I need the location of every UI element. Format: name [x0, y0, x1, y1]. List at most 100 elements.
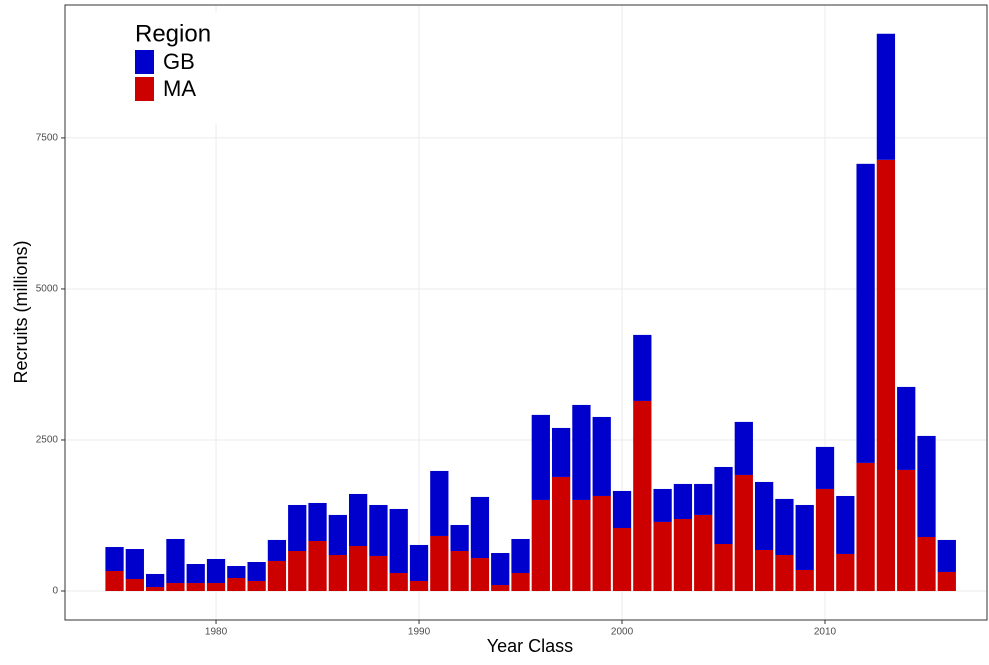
bar-segment — [105, 547, 124, 572]
bar-segment — [856, 462, 875, 592]
bar-segment — [531, 499, 550, 592]
bar-segment — [633, 400, 652, 592]
bar-segment — [328, 514, 347, 555]
bar-segment — [531, 414, 550, 500]
x-tick-label: 1980 — [205, 627, 228, 638]
bar-segment — [876, 33, 896, 160]
bar-segment — [105, 571, 124, 592]
bar-segment — [227, 565, 246, 579]
bar-segment — [754, 481, 774, 550]
bar-segment — [917, 536, 936, 592]
bar-segment — [389, 508, 408, 573]
bar-segment — [288, 551, 307, 592]
bar-segment — [409, 580, 429, 592]
bar-segment — [836, 553, 855, 592]
bar-segment — [551, 427, 571, 477]
bar-segment — [267, 539, 287, 561]
y-tick-label: 5000 — [36, 284, 59, 295]
bar-segment — [612, 527, 632, 592]
bar-segment — [166, 583, 185, 592]
y-axis-title: Recruits (millions) — [11, 240, 31, 383]
bar-segment — [308, 502, 327, 541]
bar-segment — [389, 572, 408, 592]
bar-segment — [714, 466, 733, 545]
bar-segment — [653, 488, 672, 522]
bar-segment — [308, 540, 327, 592]
bar-segment — [491, 553, 510, 586]
bar-segment — [491, 585, 510, 592]
bar-segment — [734, 421, 753, 475]
bar-segment — [430, 470, 449, 536]
bar-segment — [206, 558, 226, 584]
legend-key — [135, 50, 154, 74]
bar-segment — [795, 504, 814, 570]
bar-segment — [592, 495, 611, 592]
bar-segment — [694, 514, 713, 592]
y-tick-label: 0 — [52, 586, 58, 597]
bar-segment — [937, 571, 956, 592]
bar-segment — [450, 551, 469, 592]
bar-segment — [795, 569, 814, 592]
legend-title: Region — [135, 20, 211, 47]
panel-border — [64, 4, 988, 621]
bar-segment — [145, 573, 165, 588]
bar-segment — [612, 490, 632, 528]
bar-segment — [775, 498, 794, 555]
bar-segment — [856, 163, 875, 463]
bar-segment — [937, 539, 956, 572]
bar-segment — [673, 518, 693, 592]
bar-segment — [897, 386, 916, 470]
bar-segment — [815, 488, 835, 592]
bar-segment — [572, 499, 591, 592]
bar-segment — [815, 446, 835, 489]
bar-segment — [450, 524, 469, 552]
bar-segment — [754, 549, 774, 592]
bar-segment — [775, 554, 794, 592]
bar-segment — [227, 578, 246, 592]
bar-segment — [572, 404, 591, 500]
bar-segment — [511, 538, 530, 573]
y-tick-label: 2500 — [36, 435, 59, 446]
bar-segment — [369, 504, 388, 556]
y-tick-label: 7500 — [36, 133, 59, 144]
bar-segment — [836, 495, 855, 554]
bar-segment — [470, 558, 490, 592]
bar-segment — [694, 483, 713, 515]
bar-segment — [673, 483, 693, 519]
legend-label: MA — [163, 76, 196, 101]
bar-segment — [267, 560, 287, 592]
bar-segment — [348, 493, 368, 546]
bar-segment — [917, 435, 936, 537]
bar-segment — [186, 583, 205, 592]
bar-segment — [247, 580, 266, 592]
bar-segment — [369, 555, 388, 592]
bar-segment — [592, 416, 611, 496]
x-tick-label: 1990 — [408, 627, 431, 638]
legend-key — [135, 77, 154, 101]
bar-segment — [328, 554, 347, 592]
bar-segment — [653, 521, 672, 592]
bar-segment — [633, 334, 652, 401]
bar-segment — [125, 578, 144, 592]
bar-segment — [206, 583, 226, 592]
bar-segment — [551, 476, 571, 592]
bar-segment — [714, 544, 733, 592]
bar-segment — [470, 496, 490, 559]
bar-segment — [145, 587, 165, 592]
bar-segment — [511, 572, 530, 592]
bar-segment — [409, 544, 429, 581]
bar-segment — [734, 474, 753, 592]
x-tick-label: 2000 — [611, 627, 634, 638]
bar-segment — [876, 159, 896, 592]
bar-segment — [897, 469, 916, 592]
x-axis-title: Year Class — [487, 636, 573, 656]
bar-segment — [247, 562, 266, 581]
bar-segment — [348, 545, 368, 592]
x-tick-label: 2010 — [814, 627, 837, 638]
bar-segment — [166, 538, 185, 584]
bar-segment — [430, 535, 449, 592]
legend-label: GB — [163, 49, 195, 74]
bar-segment — [186, 563, 205, 584]
